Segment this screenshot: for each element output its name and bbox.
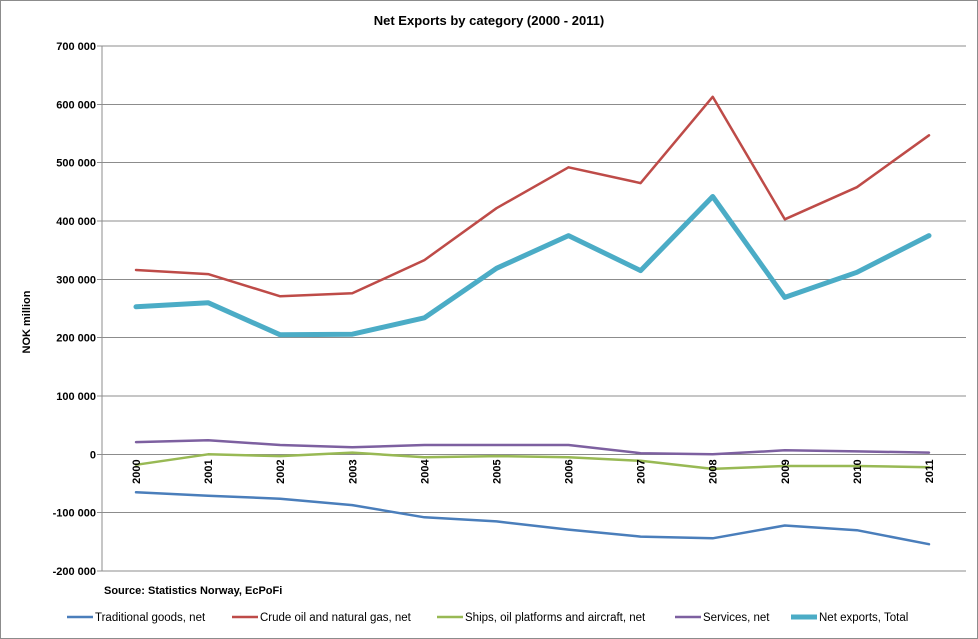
legend-label: Net exports, Total [819,612,908,624]
x-tick-label: 2000 [131,459,143,483]
x-tick-label: 2007 [636,459,648,483]
legend-item: Crude oil and natural gas, net [232,612,412,624]
y-tick-label: 100 000 [56,391,96,403]
x-tick-label: 2009 [780,459,792,483]
series-line-net-exports-total [133,194,932,338]
y-axis-label: NOK million [21,290,33,353]
series-lines [133,95,932,546]
x-tick-labels: 2000 2001 2002 2003 2004 2005 2006 2007 2008 2009… [131,458,936,483]
gridlines [97,45,966,572]
legend-label: Ships, oil platforms and aircraft, net [465,612,646,624]
series-line-crude-oil-and-natural-gas-net [134,95,931,298]
legend: Traditional goods, net Crude oil and natu… [67,612,908,624]
legend-item: Traditional goods, net [67,612,206,624]
y-tick-label: 200 000 [56,333,96,345]
legend-item: Net exports, Total [791,612,908,624]
source-note: Source: Statistics Norway, EcPoFi [104,585,282,597]
x-tick-label: 2002 [275,459,287,483]
y-tick-label: -100 000 [53,508,96,520]
x-tick-label: 2005 [491,459,503,483]
legend-item: Services, net [675,612,770,624]
x-tick-label: 2010 [852,459,864,483]
x-tick-label: 2011 [924,459,936,483]
x-tick-label: 2001 [203,459,215,483]
y-tick-label: 0 [90,449,96,461]
y-tick-label: 500 000 [56,158,96,170]
y-tick-label: 400 000 [56,216,96,228]
y-tick-labels: 700 000 600 000 500 000 400 000 300 000 200 0… [53,41,96,578]
axes [101,46,966,571]
x-tick-label: 2004 [419,458,431,483]
y-tick-label: -200 000 [53,566,96,578]
y-tick-label: 600 000 [56,99,96,111]
series-line-ships-oil-platforms-and-aircraft-net [134,451,931,471]
x-tick-label: 2008 [708,459,720,483]
x-tick-label: 2003 [347,459,359,483]
chart-title: Net Exports by category (2000 - 2011) [374,13,605,28]
legend-label: Crude oil and natural gas, net [260,612,412,624]
legend-item: Ships, oil platforms and aircraft, net [437,612,646,624]
y-tick-label: 700 000 [56,41,96,53]
legend-label: Services, net [703,612,770,624]
series-line-traditional-goods-net [134,491,931,546]
series-line-services-net [134,439,931,456]
y-tick-label: 300 000 [56,274,96,286]
x-tick-label: 2006 [564,459,576,483]
legend-label: Traditional goods, net [95,612,206,624]
